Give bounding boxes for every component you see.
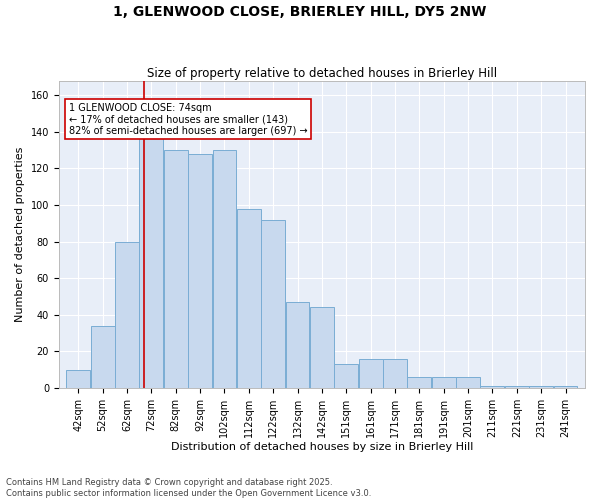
Title: Size of property relative to detached houses in Brierley Hill: Size of property relative to detached ho…	[147, 66, 497, 80]
Bar	[286, 302, 310, 388]
Bar	[237, 208, 261, 388]
Bar	[432, 377, 455, 388]
Bar	[505, 386, 529, 388]
Bar	[554, 386, 577, 388]
Bar	[456, 377, 480, 388]
Bar	[164, 150, 188, 388]
Y-axis label: Number of detached properties: Number of detached properties	[15, 146, 25, 322]
X-axis label: Distribution of detached houses by size in Brierley Hill: Distribution of detached houses by size …	[171, 442, 473, 452]
Bar	[188, 154, 212, 388]
Bar	[115, 242, 139, 388]
Bar	[529, 386, 553, 388]
Bar	[383, 358, 407, 388]
Text: 1 GLENWOOD CLOSE: 74sqm
← 17% of detached houses are smaller (143)
82% of semi-d: 1 GLENWOOD CLOSE: 74sqm ← 17% of detache…	[68, 102, 307, 136]
Bar	[139, 104, 163, 388]
Text: Contains HM Land Registry data © Crown copyright and database right 2025.
Contai: Contains HM Land Registry data © Crown c…	[6, 478, 371, 498]
Bar	[334, 364, 358, 388]
Bar	[407, 377, 431, 388]
Bar	[67, 370, 90, 388]
Bar	[481, 386, 505, 388]
Bar	[91, 326, 115, 388]
Bar	[212, 150, 236, 388]
Bar	[261, 220, 285, 388]
Bar	[359, 358, 383, 388]
Bar	[310, 308, 334, 388]
Text: 1, GLENWOOD CLOSE, BRIERLEY HILL, DY5 2NW: 1, GLENWOOD CLOSE, BRIERLEY HILL, DY5 2N…	[113, 5, 487, 19]
